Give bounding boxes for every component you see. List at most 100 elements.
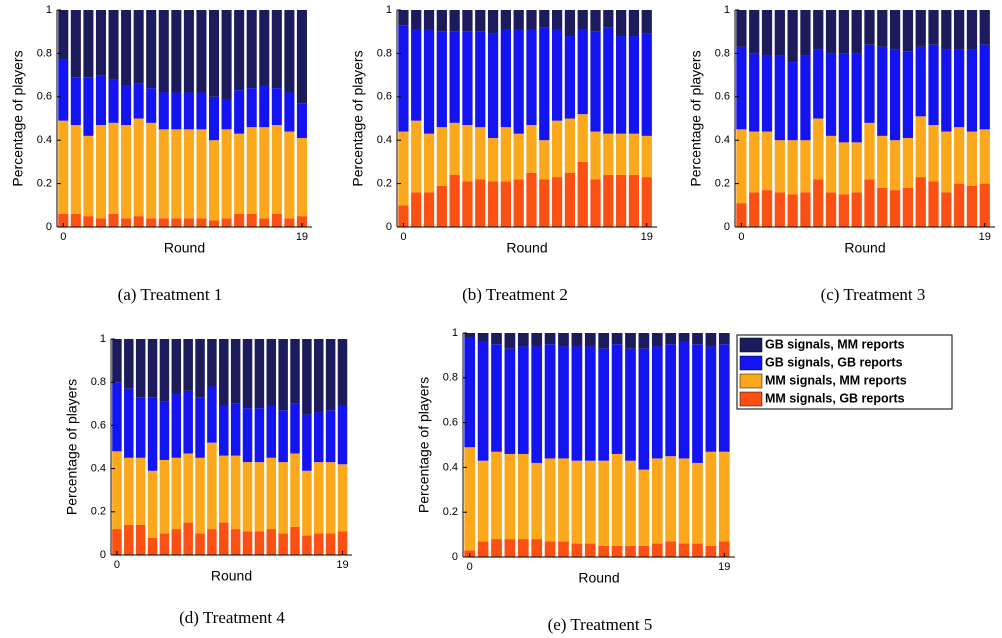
bar-segment <box>577 161 588 227</box>
bar-segment <box>108 10 119 80</box>
bar-segment <box>159 533 170 555</box>
bar-segment <box>539 140 550 180</box>
bar-segment <box>915 10 926 47</box>
bar-segment <box>208 140 220 221</box>
x-axis-label: Round <box>844 240 885 256</box>
bar-segment <box>246 127 257 214</box>
bar-segment <box>147 537 158 555</box>
bar-segment <box>531 462 543 540</box>
bar-segment <box>526 172 537 227</box>
bar-segment <box>124 524 134 555</box>
bar-segment <box>611 344 623 454</box>
bar-segment <box>159 339 170 402</box>
bar-segment <box>638 333 650 349</box>
bar-segment <box>539 10 550 28</box>
bar-segment <box>864 122 875 180</box>
bar-segment <box>954 49 965 128</box>
bar-segment <box>749 131 760 193</box>
bar-segment <box>787 194 798 227</box>
bar-segment <box>135 339 146 398</box>
bar-segment <box>749 192 760 227</box>
bar-segment <box>398 10 409 26</box>
bar-segment <box>517 539 529 557</box>
bar-segment <box>526 125 537 173</box>
bar-segment <box>736 46 747 130</box>
bar-segment <box>436 127 447 186</box>
bar-segment <box>284 218 295 227</box>
bar-segment <box>411 120 422 193</box>
bar-segment <box>449 10 460 32</box>
bar-segment <box>774 55 785 141</box>
bar-segment <box>774 192 785 227</box>
bar-segment <box>171 457 182 530</box>
bar-segment <box>423 29 435 134</box>
bar-segment <box>219 522 229 555</box>
bar-segment <box>736 203 747 227</box>
bar-segment <box>278 410 288 463</box>
bar-segment <box>234 90 245 134</box>
bar-segment <box>271 213 282 227</box>
bar-segment <box>70 125 81 214</box>
bar-segment <box>290 403 300 454</box>
bar-segment <box>611 453 623 546</box>
y-tick-label: 0.6 <box>91 419 106 431</box>
bar-segment <box>864 10 875 45</box>
bar-segment <box>221 218 232 227</box>
bar-segment <box>736 10 747 47</box>
bar-segment <box>207 442 217 530</box>
x-axis-label: Round <box>211 568 252 584</box>
bar-segment <box>70 77 81 126</box>
bar-segment <box>278 462 288 534</box>
bar-segment <box>813 179 824 227</box>
bar-segment <box>954 127 965 184</box>
bar-segment <box>147 397 158 471</box>
bar-segment <box>513 10 524 30</box>
y-axis-label: Percentage of players <box>64 379 80 515</box>
bar-segment <box>628 10 640 37</box>
bar-segment <box>551 177 563 227</box>
y-tick-label: 0.4 <box>443 461 458 473</box>
bar-segment <box>271 88 282 126</box>
bar-segment <box>146 218 157 227</box>
bar-segment <box>915 177 926 227</box>
bar-segment <box>183 453 193 523</box>
bar-segment <box>230 455 241 530</box>
bar-segment <box>864 44 875 123</box>
bar-segment <box>598 333 610 349</box>
bar-segment <box>678 333 690 342</box>
bar-segment <box>171 339 182 393</box>
bar-segment <box>146 88 157 123</box>
bar-segment <box>928 125 939 182</box>
x-tick-label: 19 <box>979 231 991 243</box>
bar-segment <box>564 10 576 37</box>
bar-segment <box>564 36 576 119</box>
bar-segment <box>242 462 253 532</box>
bar-segment <box>95 218 106 227</box>
bar-segment <box>718 344 730 452</box>
bar-segment <box>651 458 663 544</box>
bar-segment <box>625 348 636 461</box>
bar-segment <box>825 53 837 136</box>
bar-segment <box>941 10 952 50</box>
bar-segment <box>246 213 257 227</box>
bar-segment <box>475 127 486 180</box>
y-tick-label: 0.4 <box>377 134 392 146</box>
bar-segment <box>761 55 773 132</box>
bar-segment <box>411 29 422 121</box>
legend-label: GB signals, MM reports <box>765 337 905 351</box>
bar-segment <box>787 62 798 141</box>
bar-segment <box>665 344 677 457</box>
x-tick-label: 0 <box>400 231 406 243</box>
bar-segment <box>504 348 516 454</box>
bar-segment <box>124 339 134 389</box>
bar-segment <box>692 462 703 544</box>
bar-segment <box>966 10 978 50</box>
bar-segment <box>296 10 307 104</box>
bar-segment <box>278 339 288 411</box>
bar-segment <box>133 10 144 84</box>
bar-segment <box>584 543 596 557</box>
bar-segment <box>941 192 952 227</box>
bar-segment <box>577 29 588 115</box>
y-tick-label: 0 <box>452 551 458 563</box>
bar-segment <box>500 29 511 128</box>
